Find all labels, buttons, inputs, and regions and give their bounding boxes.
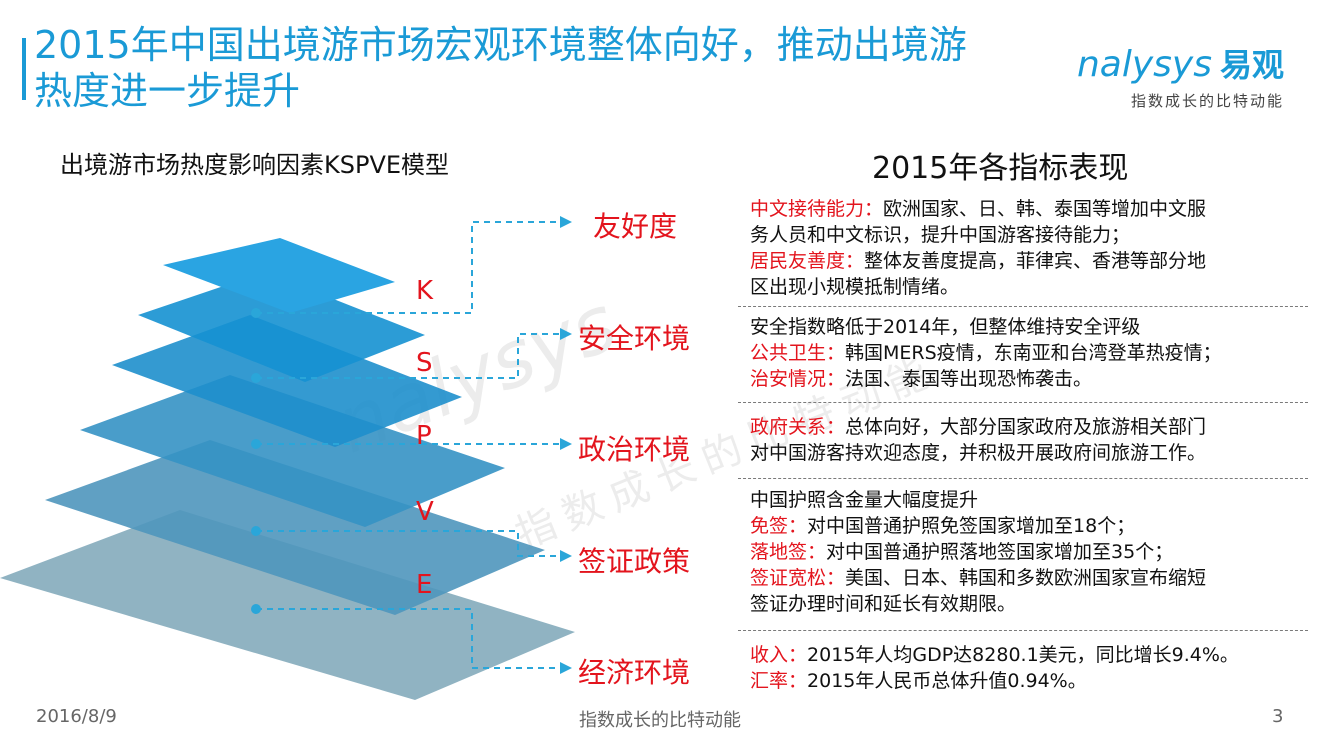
dot-e xyxy=(251,604,261,614)
dot-k xyxy=(251,308,261,318)
info-line: 签证办理时间和延长有效期限。 xyxy=(750,593,1017,615)
info-line: 落地签：对中国普通护照落地签国家增加至35个； xyxy=(750,541,1174,563)
arrow-p xyxy=(560,438,572,450)
factor-label-friendliness: 友好度 xyxy=(593,210,678,243)
info-block-visa: 中国护照含金量大幅度提升 免签：对中国普通护照免签国家增加至18个； 落地签：对… xyxy=(750,487,1310,617)
info-line: 安全指数略低于2014年，但整体维持安全评级 xyxy=(750,316,1141,338)
info-line: 签证宽松：美国、日本、韩国和多数欧洲国家宣布缩短 xyxy=(750,567,1207,589)
connector-v xyxy=(256,530,560,557)
dot-s xyxy=(251,373,261,383)
info-line: 政府关系：总体向好，大部分国家政府及旅游相关部门 xyxy=(750,416,1207,438)
info-line: 公共卫生：韩国MERS疫情，东南亚和台湾登革热疫情； xyxy=(750,342,1222,364)
pyramid-layer-k-top xyxy=(163,238,395,313)
footer-tagline: 指数成长的比特动能 xyxy=(579,710,741,731)
info-line: 汇率：2015年人民币总体升值0.94%。 xyxy=(750,670,1087,692)
indicator-subtitle: 2015年各指标表现 xyxy=(872,151,1129,186)
info-line: 中国护照含金量大幅度提升 xyxy=(750,489,979,511)
connector-e xyxy=(256,608,560,669)
info-line: 居民友善度：整体友善度提高，菲律宾、香港等部分地 xyxy=(750,250,1207,272)
info-line: 对中国游客持欢迎态度，并积极开展政府间旅游工作。 xyxy=(750,442,1207,464)
footer-date: 2016/8/9 xyxy=(36,706,117,727)
letter-v: V xyxy=(416,497,434,527)
logo-brand: nalysys xyxy=(1076,44,1212,85)
info-line: 区出现小规模抵制情绪。 xyxy=(750,276,960,298)
letter-k: K xyxy=(416,276,434,306)
model-subtitle: 出境游市场热度影响因素KSPVE模型 xyxy=(60,151,450,179)
info-block-friendliness: 中文接待能力：欧洲国家、日、韩、泰国等增加中文服 务人员和中文标识，提升中国游客… xyxy=(750,196,1310,300)
pyramid-layer-p xyxy=(80,375,505,527)
dot-v xyxy=(251,526,261,536)
info-block-safety: 安全指数略低于2014年，但整体维持安全评级 公共卫生：韩国MERS疫情，东南亚… xyxy=(750,314,1310,392)
logo-brand-cn: 易观 xyxy=(1219,46,1284,84)
page-number: 3 xyxy=(1272,706,1284,727)
factor-label-politics: 政治环境 xyxy=(578,433,691,466)
divider xyxy=(738,306,1308,307)
divider xyxy=(738,402,1308,403)
letter-s: S xyxy=(416,348,433,378)
logo-wordmark: nalysys 易观 xyxy=(1077,40,1284,86)
dot-p xyxy=(251,439,261,449)
title-accent-bar xyxy=(22,38,26,100)
factor-label-economy: 经济环境 xyxy=(578,656,691,689)
arrow-v xyxy=(560,550,572,562)
info-line: 免签：对中国普通护照免签国家增加至18个； xyxy=(750,515,1136,537)
letter-e: E xyxy=(416,570,433,600)
info-line: 中文接待能力：欧洲国家、日、韩、泰国等增加中文服 xyxy=(750,198,1207,220)
info-line: 收入：2015年人均GDP达8280.1美元，同比增长9.4%。 xyxy=(750,644,1239,666)
arrow-s xyxy=(560,328,572,340)
page-title: 2015年中国出境游市场宏观环境整体向好，推动出境游热度进一步提升 xyxy=(34,23,967,113)
divider xyxy=(738,478,1308,479)
kspve-pyramid xyxy=(0,216,575,700)
info-block-politics: 政府关系：总体向好，大部分国家政府及旅游相关部门 对中国游客持欢迎态度，并积极开… xyxy=(750,414,1310,466)
arrow-e xyxy=(560,662,572,674)
info-line: 务人员和中文标识，提升中国游客接待能力； xyxy=(750,224,1131,246)
pyramid-layer-k-lower xyxy=(138,272,425,382)
info-line: 治安情况：法国、泰国等出现恐怖袭击。 xyxy=(750,368,1093,390)
letter-p: P xyxy=(416,421,432,451)
factor-label-safety: 安全环境 xyxy=(578,322,691,355)
factor-label-visa: 签证政策 xyxy=(578,545,691,578)
info-block-economy: 收入：2015年人均GDP达8280.1美元，同比增长9.4%。 汇率：2015… xyxy=(750,642,1310,694)
analysys-logo: nalysys 易观 指数成长的比特动能 xyxy=(1062,40,1302,120)
pyramid-layer-s xyxy=(112,315,462,447)
arrow-k xyxy=(560,216,572,228)
logo-tagline: 指数成长的比特动能 xyxy=(1130,92,1284,110)
pyramid-layer-e xyxy=(0,510,575,700)
pyramid-layer-v xyxy=(45,440,545,615)
divider xyxy=(738,630,1308,631)
